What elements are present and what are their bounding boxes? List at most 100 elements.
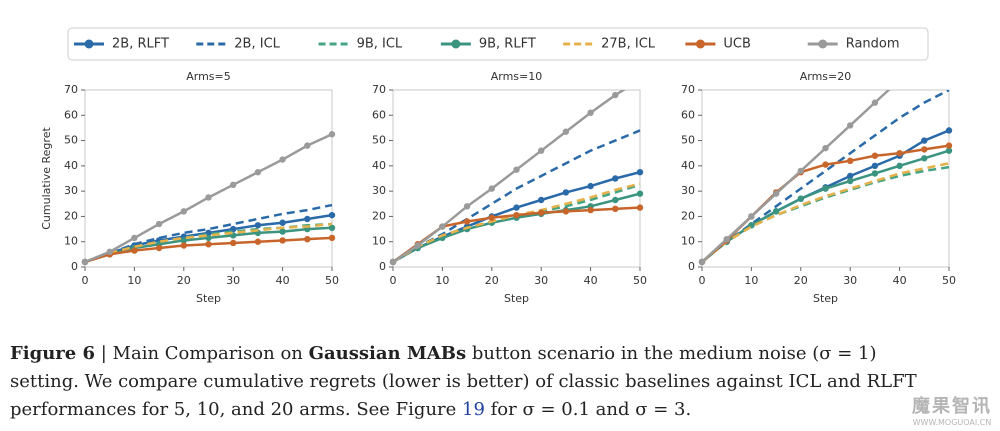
- series-group: [389, 77, 644, 266]
- point: [513, 204, 520, 211]
- point: [637, 77, 643, 83]
- point: [871, 170, 879, 177]
- point: [155, 220, 163, 228]
- point: [945, 127, 953, 134]
- point: [822, 144, 829, 152]
- caption-line: setting. We compare cumulative regrets (…: [10, 368, 990, 396]
- y-tick-label: 10: [681, 235, 695, 248]
- point: [155, 244, 163, 252]
- x-tick-label: 50: [325, 274, 339, 287]
- legend-label: UCB: [723, 37, 751, 52]
- point: [439, 223, 446, 230]
- point: [847, 122, 854, 129]
- point: [896, 77, 902, 83]
- legend-box: [67, 27, 929, 61]
- point: [180, 242, 187, 249]
- point: [612, 175, 619, 182]
- point: [279, 156, 286, 163]
- point: [946, 31, 952, 37]
- point: [488, 185, 495, 192]
- point: [612, 196, 619, 204]
- point: [279, 219, 286, 226]
- legend-marker: [695, 39, 705, 49]
- x-tick-label: 40: [584, 274, 598, 287]
- y-tick-label: 20: [64, 209, 78, 222]
- point: [538, 196, 545, 204]
- point: [254, 238, 262, 245]
- y-tick-label: 30: [681, 184, 695, 197]
- point: [587, 182, 594, 190]
- point: [871, 99, 879, 106]
- point: [822, 161, 829, 168]
- x-tick-label: 50: [633, 274, 647, 287]
- point: [871, 162, 879, 170]
- legend-label: 9B, ICL: [357, 37, 403, 52]
- panel-title: Arms=5: [186, 70, 231, 83]
- caption-text: | Main Comparison on: [95, 343, 309, 364]
- point: [847, 177, 854, 185]
- y-tick-label: 40: [64, 159, 78, 172]
- y-tick-label: 10: [64, 235, 78, 248]
- y-tick-label: 70: [64, 83, 78, 96]
- panel-title: Arms=20: [800, 70, 852, 83]
- point: [847, 157, 854, 164]
- point: [772, 190, 780, 197]
- point: [797, 167, 804, 175]
- point: [254, 168, 262, 176]
- y-tick-label: 30: [64, 184, 78, 197]
- x-axis-label: Step: [813, 292, 838, 305]
- point: [797, 195, 804, 202]
- point: [328, 211, 336, 219]
- point: [921, 155, 928, 162]
- point: [180, 237, 187, 244]
- point: [587, 109, 594, 116]
- x-tick-label: 0: [390, 274, 397, 287]
- plot-area: [701, 89, 950, 268]
- x-tick-label: 0: [82, 274, 89, 287]
- point: [562, 128, 570, 135]
- point: [131, 234, 138, 242]
- x-tick-label: 30: [226, 274, 240, 287]
- legend-marker: [818, 39, 828, 49]
- point: [513, 166, 520, 173]
- point: [562, 189, 570, 196]
- y-tick-label: 50: [681, 134, 695, 147]
- series-line: [84, 203, 333, 264]
- legend-label: 9B, RLFT: [479, 37, 536, 52]
- point: [463, 203, 471, 210]
- y-tick-label: 20: [681, 209, 695, 222]
- figure-link[interactable]: 19: [462, 399, 485, 420]
- point: [230, 181, 237, 189]
- point: [587, 206, 594, 214]
- series-line: [701, 165, 950, 263]
- x-tick-label: 10: [127, 274, 141, 287]
- point: [230, 239, 237, 247]
- point: [106, 248, 113, 256]
- y-tick-label: 70: [372, 83, 386, 96]
- point: [205, 234, 212, 242]
- x-axis-label: Step: [196, 292, 221, 305]
- point: [896, 162, 903, 170]
- point: [822, 185, 829, 192]
- point: [488, 214, 495, 221]
- point: [205, 194, 212, 201]
- point: [205, 241, 212, 248]
- point: [562, 208, 570, 215]
- point: [254, 222, 262, 229]
- figure: 2B, RLFT 2B, ICL 9B, ICL 9B, RLFT 27B, ICL UC…: [40, 27, 956, 305]
- watermark-url: WWW.MOGUOAI.CN: [912, 418, 992, 427]
- point: [279, 237, 286, 244]
- caption-text: setting. We compare cumulative regrets (…: [10, 371, 917, 392]
- legend-label: 2B, RLFT: [112, 37, 169, 52]
- caption: Figure 6 | Main Comparison on Gaussian M…: [10, 340, 990, 424]
- point: [945, 147, 953, 154]
- point: [748, 213, 755, 220]
- x-tick-label: 20: [177, 274, 191, 287]
- caption-line: Figure 6 | Main Comparison on Gaussian M…: [10, 340, 990, 368]
- point: [921, 137, 928, 144]
- point: [636, 204, 644, 211]
- point: [81, 258, 89, 266]
- caption-text: for σ = 0.1 and σ = 3.: [484, 399, 692, 420]
- point: [328, 234, 336, 242]
